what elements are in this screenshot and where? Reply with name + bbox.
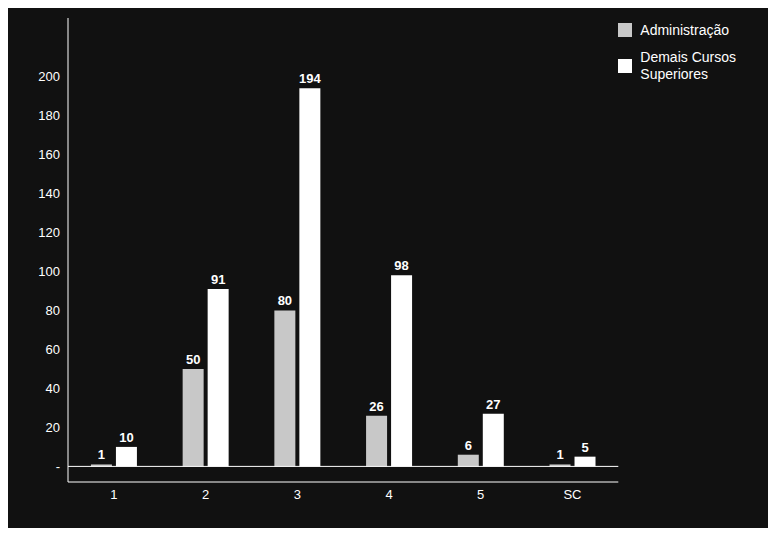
svg-text:20: 20 [46, 420, 60, 435]
svg-text:160: 160 [38, 147, 60, 162]
svg-text:1: 1 [556, 447, 563, 462]
svg-text:26: 26 [369, 399, 383, 414]
svg-text:5: 5 [581, 440, 588, 455]
svg-text:6: 6 [465, 438, 472, 453]
svg-text:100: 100 [38, 264, 60, 279]
svg-text:140: 140 [38, 186, 60, 201]
svg-text:180: 180 [38, 108, 60, 123]
svg-text:3: 3 [294, 487, 301, 502]
svg-text:2: 2 [202, 487, 209, 502]
svg-text:SC: SC [563, 487, 581, 502]
svg-text:98: 98 [394, 258, 408, 273]
svg-text:27: 27 [486, 397, 500, 412]
svg-text:194: 194 [299, 71, 321, 86]
svg-text:91: 91 [211, 272, 225, 287]
svg-text:80: 80 [278, 293, 292, 308]
svg-text:80: 80 [46, 303, 60, 318]
svg-text:1: 1 [98, 447, 105, 462]
svg-text:4: 4 [385, 487, 392, 502]
svg-text:60: 60 [46, 342, 60, 357]
svg-text:1: 1 [110, 487, 117, 502]
svg-text:5: 5 [477, 487, 484, 502]
svg-text:200: 200 [38, 69, 60, 84]
svg-text:40: 40 [46, 381, 60, 396]
svg-text:10: 10 [119, 430, 133, 445]
html-text:Administração: Administração [640, 22, 729, 38]
svg-text:-: - [56, 459, 60, 474]
html-text:Demais Cursos Superiores: Demais Cursos Superiores [640, 48, 736, 82]
svg-text:50: 50 [186, 352, 200, 367]
svg-text:120: 120 [38, 225, 60, 240]
